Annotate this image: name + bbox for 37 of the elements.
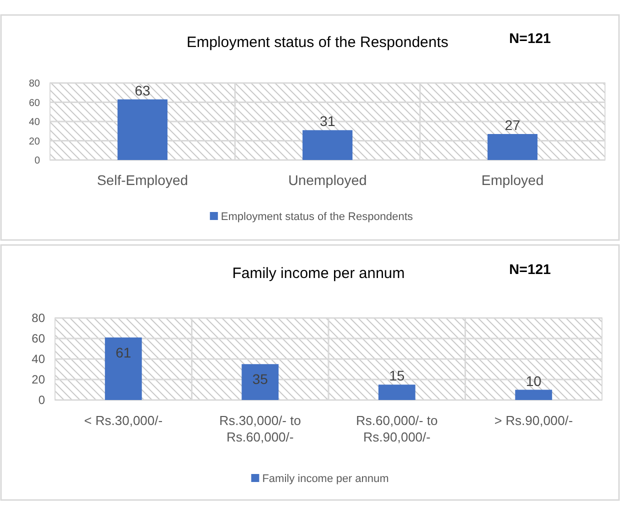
x-tick-label: < Rs.30,000/-	[84, 413, 163, 428]
bar	[515, 390, 552, 400]
y-tick-label: 0	[34, 156, 40, 166]
y-tick-label: 40	[28, 117, 40, 128]
y-tick-label: 40	[32, 352, 46, 366]
data-label: 15	[389, 368, 405, 384]
y-tick-label: 20	[28, 136, 40, 148]
x-tick-label: Rs.30,000/- to Rs.60,000/-	[219, 413, 301, 444]
bar	[242, 364, 279, 400]
y-tick-label: 60	[32, 332, 46, 346]
y-tick-label: 80	[28, 78, 40, 90]
legend-label: Family income per annum	[262, 473, 389, 485]
chart-title: Family income per annum	[232, 265, 405, 282]
data-label: 63	[134, 82, 150, 98]
data-label: 27	[504, 117, 520, 134]
legend-label: Employment status of the Respondents	[220, 211, 414, 223]
data-label: 31	[320, 113, 336, 130]
data-label: 35	[252, 371, 268, 388]
x-tick-label: Self-Employed	[96, 172, 188, 188]
chart-title: Employment status of the Respondents	[186, 34, 448, 51]
y-tick-label: 80	[32, 311, 46, 326]
text: N=121	[509, 261, 552, 277]
x-tick-label: > Rs.90,000/-	[494, 413, 573, 428]
y-tick-label: 0	[38, 393, 46, 408]
y-tick-label: 60	[28, 98, 40, 109]
x-tick-label: Employed	[481, 172, 544, 188]
bar	[302, 130, 352, 160]
data-label: 10	[526, 372, 542, 389]
data-label: 61	[116, 344, 132, 360]
text: N=121	[509, 30, 552, 46]
x-tick-label: Rs.60,000/- to Rs.90,000/-	[356, 413, 438, 444]
bar	[378, 384, 416, 400]
x-tick-label: Unemployed	[288, 172, 367, 188]
bar	[118, 99, 168, 160]
bar	[488, 134, 538, 160]
y-tick-label: 20	[32, 372, 46, 387]
bar	[104, 337, 142, 400]
